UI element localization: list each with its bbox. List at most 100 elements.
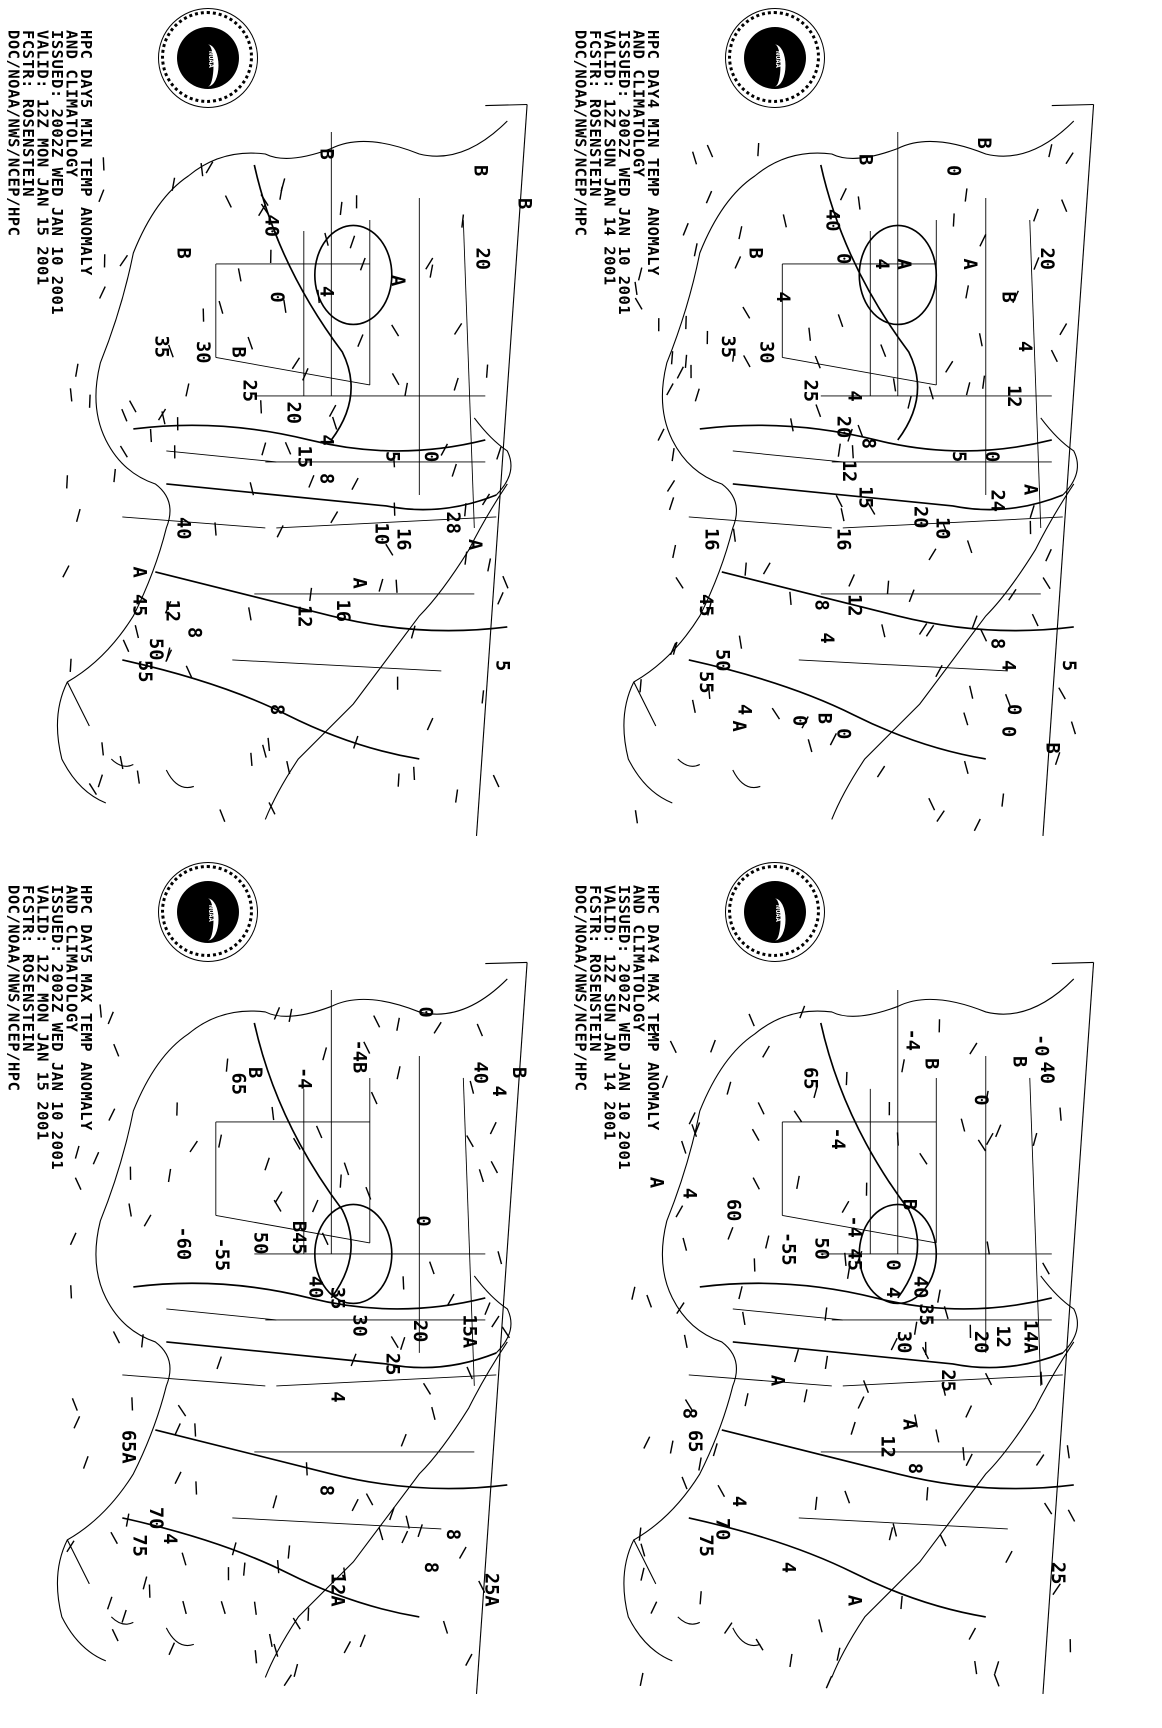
contour-label: 4: [882, 1287, 903, 1298]
contour-label: A: [464, 539, 485, 550]
dash-mark: [945, 360, 954, 373]
dash-mark: [218, 300, 224, 314]
dash-mark: [214, 522, 217, 536]
header-line: FCSTR: ROSENSTEIN: [586, 30, 604, 198]
dash-mark: [125, 1513, 130, 1527]
state-boundary: [276, 1374, 497, 1387]
dash-mark: [925, 624, 935, 637]
contour-label: B: [513, 198, 534, 209]
logo-ring: [161, 11, 253, 103]
contour-label: 40: [821, 209, 842, 232]
contours: [122, 1022, 508, 1618]
contour-closed: [858, 1203, 938, 1305]
dash-mark: [1033, 257, 1040, 270]
dash-mark: [343, 1567, 347, 1581]
dash-mark: [731, 348, 736, 362]
dash-field: [631, 1005, 1076, 1689]
contour-label: 14A: [1019, 1320, 1040, 1354]
dash-mark: [672, 544, 677, 559]
dash-mark: [965, 1453, 973, 1467]
dash-mark: [986, 1241, 991, 1255]
map-border: [1042, 962, 1095, 1694]
contour-label: 8: [986, 638, 1007, 649]
dash-mark: [649, 1024, 659, 1037]
dash-mark: [694, 1122, 701, 1135]
dash-mark: [661, 1075, 668, 1089]
dash-mark: [857, 1396, 865, 1409]
contour-label: 0: [420, 451, 441, 462]
dash-mark: [247, 336, 254, 350]
state-boundary: [798, 659, 1008, 672]
dash-mark: [69, 658, 72, 672]
basemap: [623, 103, 1095, 836]
contour-label: A: [959, 258, 980, 269]
contour-label: B45: [288, 1221, 309, 1255]
dash-mark: [276, 525, 284, 538]
dash-mark: [391, 324, 400, 337]
dash-mark: [757, 142, 760, 157]
dash-mark: [119, 755, 124, 770]
dash-mark: [392, 454, 396, 468]
logo-ring: [728, 11, 820, 103]
dash-mark: [110, 1531, 118, 1545]
noaa-logo: NOAA: [725, 862, 825, 962]
dash-mark: [1040, 1371, 1043, 1385]
dash-mark: [676, 1302, 685, 1314]
dash-mark: [738, 226, 743, 240]
dash-mark: [425, 257, 434, 270]
contour-label: 4: [678, 1188, 699, 1199]
contour-label: 0: [1003, 704, 1024, 715]
contour-label: 4: [772, 291, 793, 302]
dash-mark: [639, 1672, 644, 1687]
dash-mark: [97, 774, 104, 788]
dash-mark: [413, 766, 416, 781]
dash-mark: [867, 502, 876, 515]
dash-mark: [921, 1346, 930, 1360]
dash-mark: [478, 1580, 486, 1593]
contour-label: 45: [695, 594, 716, 617]
header-line: VALID: 12Z SUN JAN 14 2001: [600, 885, 619, 1141]
dash-mark: [1045, 548, 1052, 562]
dash-mark: [242, 1562, 246, 1576]
dash-mark: [490, 1161, 499, 1174]
contour-label: 25: [238, 379, 259, 402]
dash-mark: [149, 428, 153, 443]
coastline: [264, 483, 508, 820]
dash-mark: [466, 1135, 474, 1148]
dash-mark: [942, 523, 949, 537]
dash-mark: [668, 497, 675, 511]
contour-label: 4: [733, 704, 754, 715]
dash-mark: [292, 1617, 301, 1630]
dash-mark: [69, 388, 73, 402]
dash-mark: [646, 1294, 653, 1308]
dash-mark: [182, 1600, 187, 1615]
dash-mark: [918, 623, 928, 635]
contour-label: B: [744, 247, 765, 258]
contour-line: [721, 571, 1074, 632]
header-line: AND CLIMATOLOGY: [62, 30, 81, 178]
contour-line: [133, 424, 486, 452]
dash-mark: [218, 1134, 223, 1148]
map-border: [485, 961, 528, 965]
dash-mark: [1067, 1509, 1076, 1522]
header-line: ISSUED: 2002Z WED JAN 10 2001: [48, 885, 66, 1171]
contour-line: [819, 164, 919, 441]
dash-mark: [225, 1058, 229, 1072]
contour-label: 20: [472, 247, 493, 270]
dash-mark: [309, 587, 313, 602]
header-line: VALID: 12Z MON JAN 15 2001: [33, 30, 52, 286]
logo-disc: NOAA: [744, 27, 806, 89]
dash-mark: [824, 1355, 829, 1370]
basemap: [623, 961, 1095, 1694]
dash-mark: [378, 578, 384, 592]
map-border: [1051, 961, 1094, 965]
contour-label: B: [997, 291, 1018, 302]
dash-mark: [995, 1124, 1002, 1138]
dash-mark: [748, 1013, 755, 1027]
contour-label: A: [843, 1595, 864, 1606]
contour-label: A: [128, 566, 149, 577]
contour-label: 40: [909, 1276, 930, 1299]
contour-label: 45: [128, 594, 149, 617]
